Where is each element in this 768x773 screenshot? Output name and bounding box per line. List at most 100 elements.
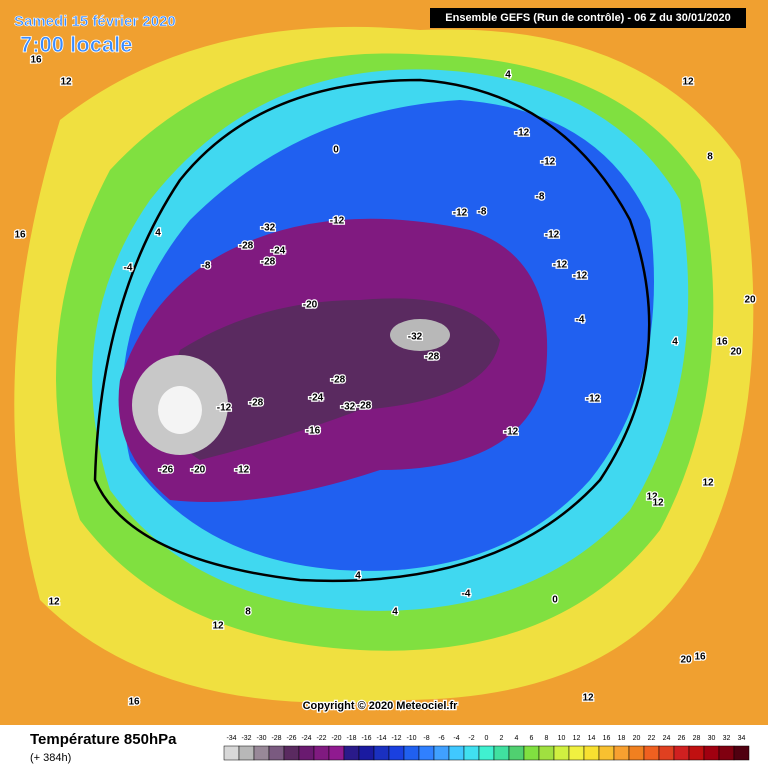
contour-label: -12: [541, 157, 556, 168]
colorbar-tick-label: 4: [515, 735, 519, 742]
colorbar-swatch: [283, 745, 300, 761]
colorbar-tick-label: -6: [438, 735, 444, 742]
contour-label: -12: [453, 208, 468, 219]
colorbar-swatch: [613, 745, 630, 761]
contour-label: -28: [357, 401, 372, 412]
colorbar-swatch: [688, 745, 705, 761]
contour-label: -28: [261, 257, 276, 268]
date-label: Samedi 15 février 2020: [14, 13, 176, 30]
colorbar-swatch: [253, 745, 270, 761]
legend-title: Température 850hPa: [30, 731, 177, 748]
contour-label: 12: [212, 621, 224, 632]
colorbar-tick-label: 20: [633, 735, 641, 742]
contour-label: -28: [249, 398, 264, 409]
contour-label: -4: [462, 589, 471, 600]
contour-label: 4: [505, 70, 511, 81]
contour-label: 8: [707, 152, 713, 163]
contour-label: 20: [730, 347, 742, 358]
contour-label: 4: [355, 571, 361, 582]
colorbar-tick-label: 2: [500, 735, 504, 742]
colorbar-tick-label: 14: [588, 735, 596, 742]
contour-label: 12: [646, 492, 658, 503]
colorbar-swatch: [523, 745, 540, 761]
colorbar-swatch: [493, 745, 510, 761]
colorbar-tick-label: 18: [618, 735, 626, 742]
colorbar-swatch: [358, 745, 375, 761]
contour-label: 8: [245, 607, 251, 618]
contour-label: 20: [744, 295, 756, 306]
colorbar-swatch: [448, 745, 465, 761]
colorbar-tick-label: -4: [453, 735, 459, 742]
run-header: Ensemble GEFS (Run de contrôle) - 06 Z d…: [445, 12, 730, 24]
colorbar-tick-label: 28: [693, 735, 701, 742]
colorbar-swatch: [238, 745, 255, 761]
colorbar-swatch: [568, 745, 585, 761]
cold-pocket: [390, 319, 450, 351]
contour-label: 16: [694, 652, 706, 663]
colorbar-swatch: [463, 745, 480, 761]
colorbar-swatch: [583, 745, 600, 761]
colorbar-tick-label: 8: [545, 735, 549, 742]
colorbar-swatch: [673, 745, 690, 761]
colorbar-swatch: [703, 745, 720, 761]
colorbar-swatch: [343, 745, 360, 761]
colorbar-swatch: [718, 745, 735, 761]
contour-label: 0: [333, 145, 339, 156]
contour-label: -32: [261, 223, 276, 234]
colorbar-tick-label: -14: [376, 735, 386, 742]
colorbar-tick-label: 26: [678, 735, 686, 742]
contour-label: 12: [48, 597, 60, 608]
colorbar-swatch: [418, 745, 435, 761]
colorbar-swatch: [553, 745, 570, 761]
colorbar-tick-label: -28: [271, 735, 281, 742]
contour-label: 16: [716, 337, 728, 348]
colorbar-swatch: [538, 745, 555, 761]
contour-label: -12: [553, 260, 568, 271]
time-label: 7:00 locale: [20, 32, 133, 57]
contour-label: 0: [552, 595, 558, 606]
colorbar-tick-label: -16: [361, 735, 371, 742]
colorbar-tick-label: -34: [226, 735, 236, 742]
contour-label: 16: [30, 55, 42, 66]
colorbar-swatch: [478, 745, 495, 761]
colorbar-swatch: [628, 745, 645, 761]
colorbar-tick-label: -22: [316, 735, 326, 742]
contour-label: -12: [235, 465, 250, 476]
contour-label: -20: [191, 465, 206, 476]
contour-label: 16: [128, 697, 140, 708]
colorbar-swatch: [403, 745, 420, 761]
colorbar-tick-label: -2: [468, 735, 474, 742]
contour-label: -12: [545, 230, 560, 241]
contour-label: -4: [576, 315, 585, 326]
colorbar-tick-label: 6: [530, 735, 534, 742]
contour-label: -32: [408, 332, 423, 343]
colorbar-tick-label: -30: [256, 735, 266, 742]
colorbar-swatch: [313, 745, 330, 761]
contour-label: 4: [392, 607, 398, 618]
contour-label: -28: [331, 375, 346, 386]
contour-label: -24: [271, 246, 286, 257]
colorbar: -34 -32 -30 -28 -26 -24 -22 -20 -18 -16 -14 -12 -10-…: [223, 735, 750, 761]
contour-label: 12: [582, 693, 594, 704]
colorbar-tick-label: 0: [485, 735, 489, 742]
contour-label: -16: [306, 426, 321, 437]
contour-label: 16: [14, 230, 26, 241]
contour-label: 20: [680, 655, 692, 666]
colorbar-swatch: [643, 745, 660, 761]
colorbar-swatch: [223, 745, 240, 761]
contour-label: -8: [478, 207, 487, 218]
cold-core-center: [158, 386, 202, 434]
colorbar-tick-label: -24: [301, 735, 311, 742]
colorbar-tick-label: 32: [723, 735, 731, 742]
colorbar-tick-label: -20: [331, 735, 341, 742]
contour-label: -12: [504, 427, 519, 438]
contour-label: -8: [202, 261, 211, 272]
colorbar-tick-label: 10: [558, 735, 566, 742]
contour-labels: 16 12 4 12 0 -12 -12 -8 -12 -8 -12 -12 -12 -12 -28 -32 -…: [13, 53, 757, 709]
contour-label: -12: [586, 394, 601, 405]
contour-label: -8: [536, 192, 545, 203]
colorbar-tick-label: 34: [738, 735, 746, 742]
contour-label: -26: [159, 465, 174, 476]
colorbar-tick-label: 24: [663, 735, 671, 742]
